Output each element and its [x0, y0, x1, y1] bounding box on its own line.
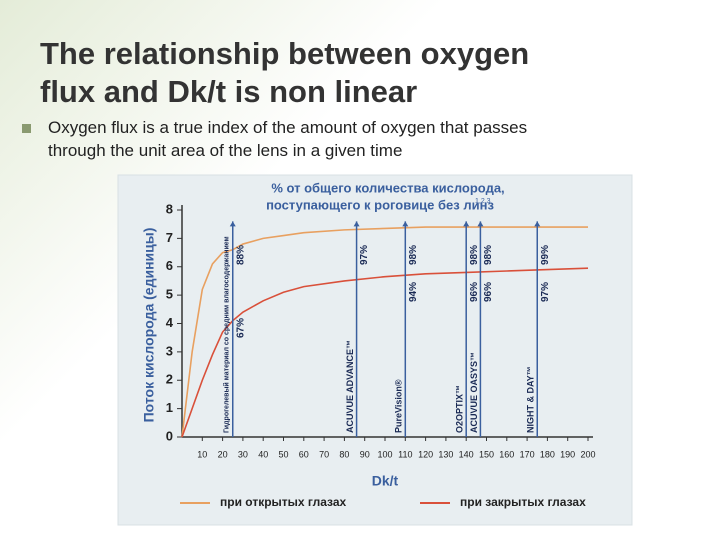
x-tick-label: 110 [398, 449, 412, 459]
y-tick-label: 3 [166, 343, 173, 358]
lens-arrow [534, 221, 541, 227]
lens-name: ACUVUE ADVANCE™ [345, 340, 355, 433]
lens-open-label: 98% [483, 245, 494, 265]
lens-open-label: 97% [359, 245, 370, 265]
x-tick-label: 80 [339, 449, 349, 459]
x-tick-label: 180 [540, 449, 555, 459]
chart-background [117, 174, 633, 526]
lens-arrow [463, 221, 470, 227]
lens-arrow [402, 221, 409, 227]
lens-name: PureVision® [394, 379, 404, 433]
x-tick-label: 130 [438, 449, 453, 459]
y-tick-label: 2 [166, 372, 173, 387]
y-tick-label: 1 [166, 400, 173, 415]
lens-arrow [229, 221, 236, 227]
slide-title: flux and Dk/t is non linear [40, 74, 418, 109]
y-tick-label: 0 [166, 428, 173, 443]
legend-label: при закрытых глазах [460, 495, 586, 509]
lens-name: ACUVUE OASYS™ [469, 352, 479, 433]
x-tick-label: 30 [238, 449, 248, 459]
bullet-icon [22, 124, 31, 133]
y-tick-label: 7 [166, 230, 173, 245]
lens-open-label: 98% [469, 245, 480, 265]
lens-closed-label: 96% [483, 282, 494, 302]
lens-open-label: 99% [540, 245, 551, 265]
x-tick-label: 170 [520, 449, 535, 459]
chart-title: поступающего к роговице без линз [266, 197, 494, 212]
x-tick-label: 160 [499, 449, 514, 459]
y-tick-label: 6 [166, 258, 173, 273]
x-axis-label: Dk/t [372, 473, 399, 489]
lens-name: O2OPTIX™ [455, 385, 465, 433]
x-tick-label: 40 [258, 449, 268, 459]
x-tick-label: 120 [418, 449, 433, 459]
lens-arrow [353, 221, 360, 227]
lens-name: NIGHT & DAY™ [526, 366, 536, 433]
bullet-text: Oxygen flux is a true index of the amoun… [48, 118, 528, 137]
x-tick-label: 100 [377, 449, 392, 459]
x-tick-label: 20 [218, 449, 228, 459]
x-tick-label: 190 [560, 449, 575, 459]
lens-name: Гидрогелевый материал со средним влагосо… [223, 236, 231, 433]
x-tick-label: 150 [479, 449, 494, 459]
y-tick-label: 8 [166, 201, 173, 216]
x-tick-label: 50 [278, 449, 288, 459]
chart-title: % от общего количества кислорода, [271, 180, 504, 195]
lens-closed-label: 67% [235, 318, 246, 338]
x-tick-label: 90 [360, 449, 370, 459]
bullet-text: through the unit area of the lens in a g… [48, 141, 403, 160]
y-tick-label: 5 [166, 287, 173, 302]
x-tick-label: 200 [580, 449, 595, 459]
lens-arrow [477, 221, 484, 227]
y-tick-label: 4 [166, 315, 174, 330]
lens-open-label: 88% [235, 245, 246, 265]
lens-closed-label: 97% [540, 282, 551, 302]
lens-closed-label: 94% [408, 282, 419, 302]
lens-closed-label: 96% [469, 282, 480, 302]
chart-title-note: 1,2,3 [475, 198, 491, 205]
x-tick-label: 140 [459, 449, 474, 459]
slide-title: The relationship between oxygen [40, 36, 530, 71]
lens-open-label: 98% [408, 245, 419, 265]
x-tick-label: 10 [197, 449, 207, 459]
x-tick-label: 60 [299, 449, 309, 459]
y-axis-label: Поток кислорода (единицы) [141, 228, 157, 423]
legend-label: при открытых глазах [220, 495, 347, 509]
x-tick-label: 70 [319, 449, 329, 459]
